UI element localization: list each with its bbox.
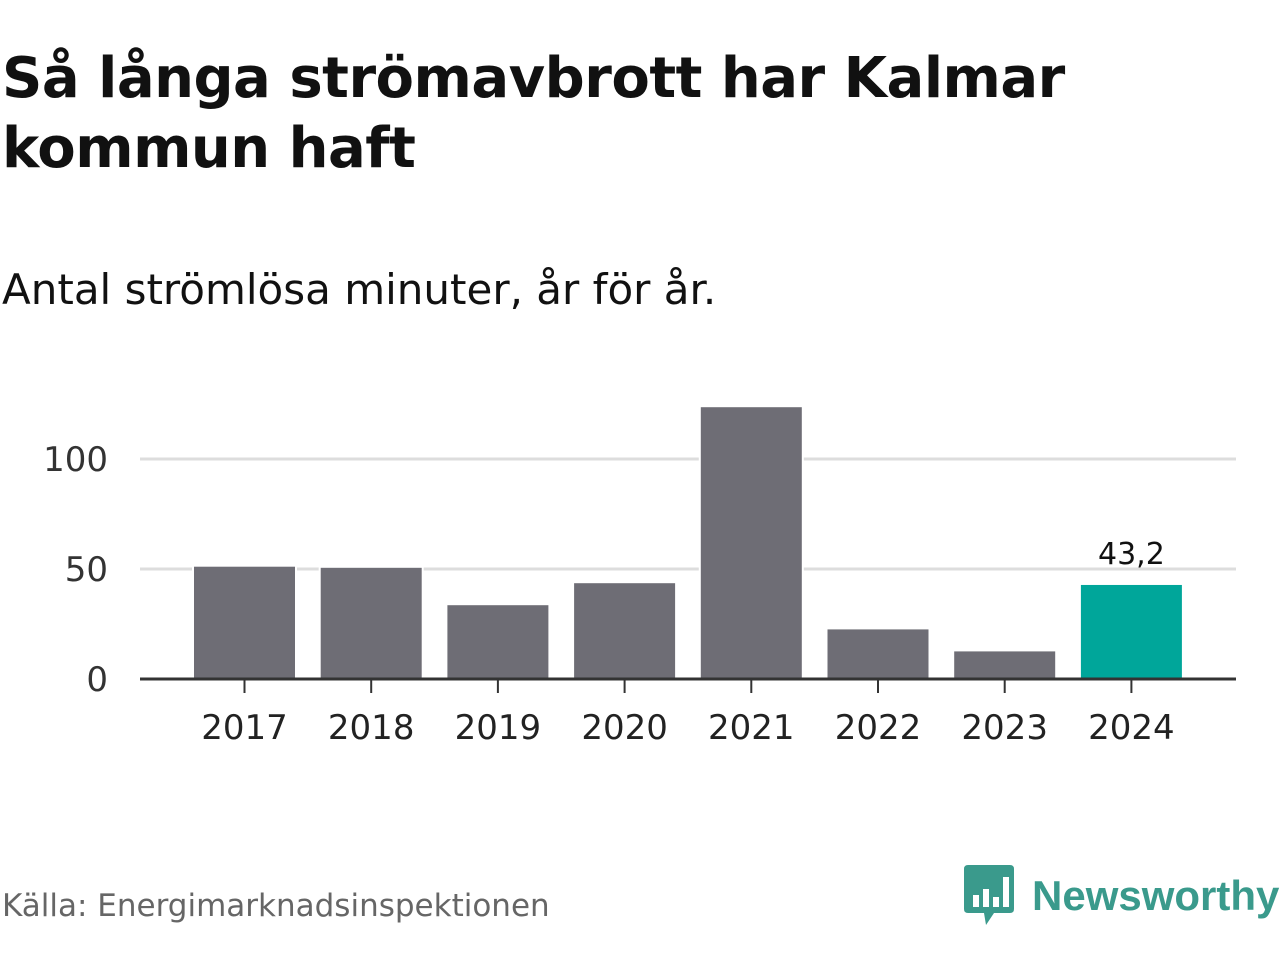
bar xyxy=(825,627,931,681)
x-tick-label: 2024 xyxy=(1088,708,1175,748)
y-tick-label: 100 xyxy=(43,440,108,480)
source-note: Källa: Energimarknadsinspektionen xyxy=(2,888,550,924)
y-tick-label: 0 xyxy=(86,660,108,700)
bar xyxy=(318,565,424,680)
bar xyxy=(192,564,297,681)
x-tick-label: 2020 xyxy=(581,708,668,748)
chart-subtitle: Antal strömlösa minuter, år för år. xyxy=(2,265,717,314)
logo-text: Newsworthy xyxy=(1032,872,1280,919)
x-tick-label: 2019 xyxy=(455,708,542,748)
x-tick-label: 2018 xyxy=(328,708,415,748)
chart-title: Så långa strömavbrott har Kalmar kommun … xyxy=(2,46,1065,181)
x-tick-label: 2017 xyxy=(201,708,288,748)
chart-bubble-icon xyxy=(964,865,1014,925)
y-tick-label: 50 xyxy=(65,550,108,590)
bar xyxy=(1078,582,1184,681)
data-label: 43,2 xyxy=(1098,537,1165,572)
x-tick-label: 2021 xyxy=(708,708,795,748)
bar xyxy=(952,649,1058,681)
newsworthy-logo: Newsworthy xyxy=(964,864,1279,928)
x-tick-label: 2023 xyxy=(961,708,1048,748)
bar xyxy=(445,603,551,681)
bar xyxy=(572,581,678,681)
x-tick-label: 2022 xyxy=(835,708,922,748)
bar xyxy=(698,405,804,680)
